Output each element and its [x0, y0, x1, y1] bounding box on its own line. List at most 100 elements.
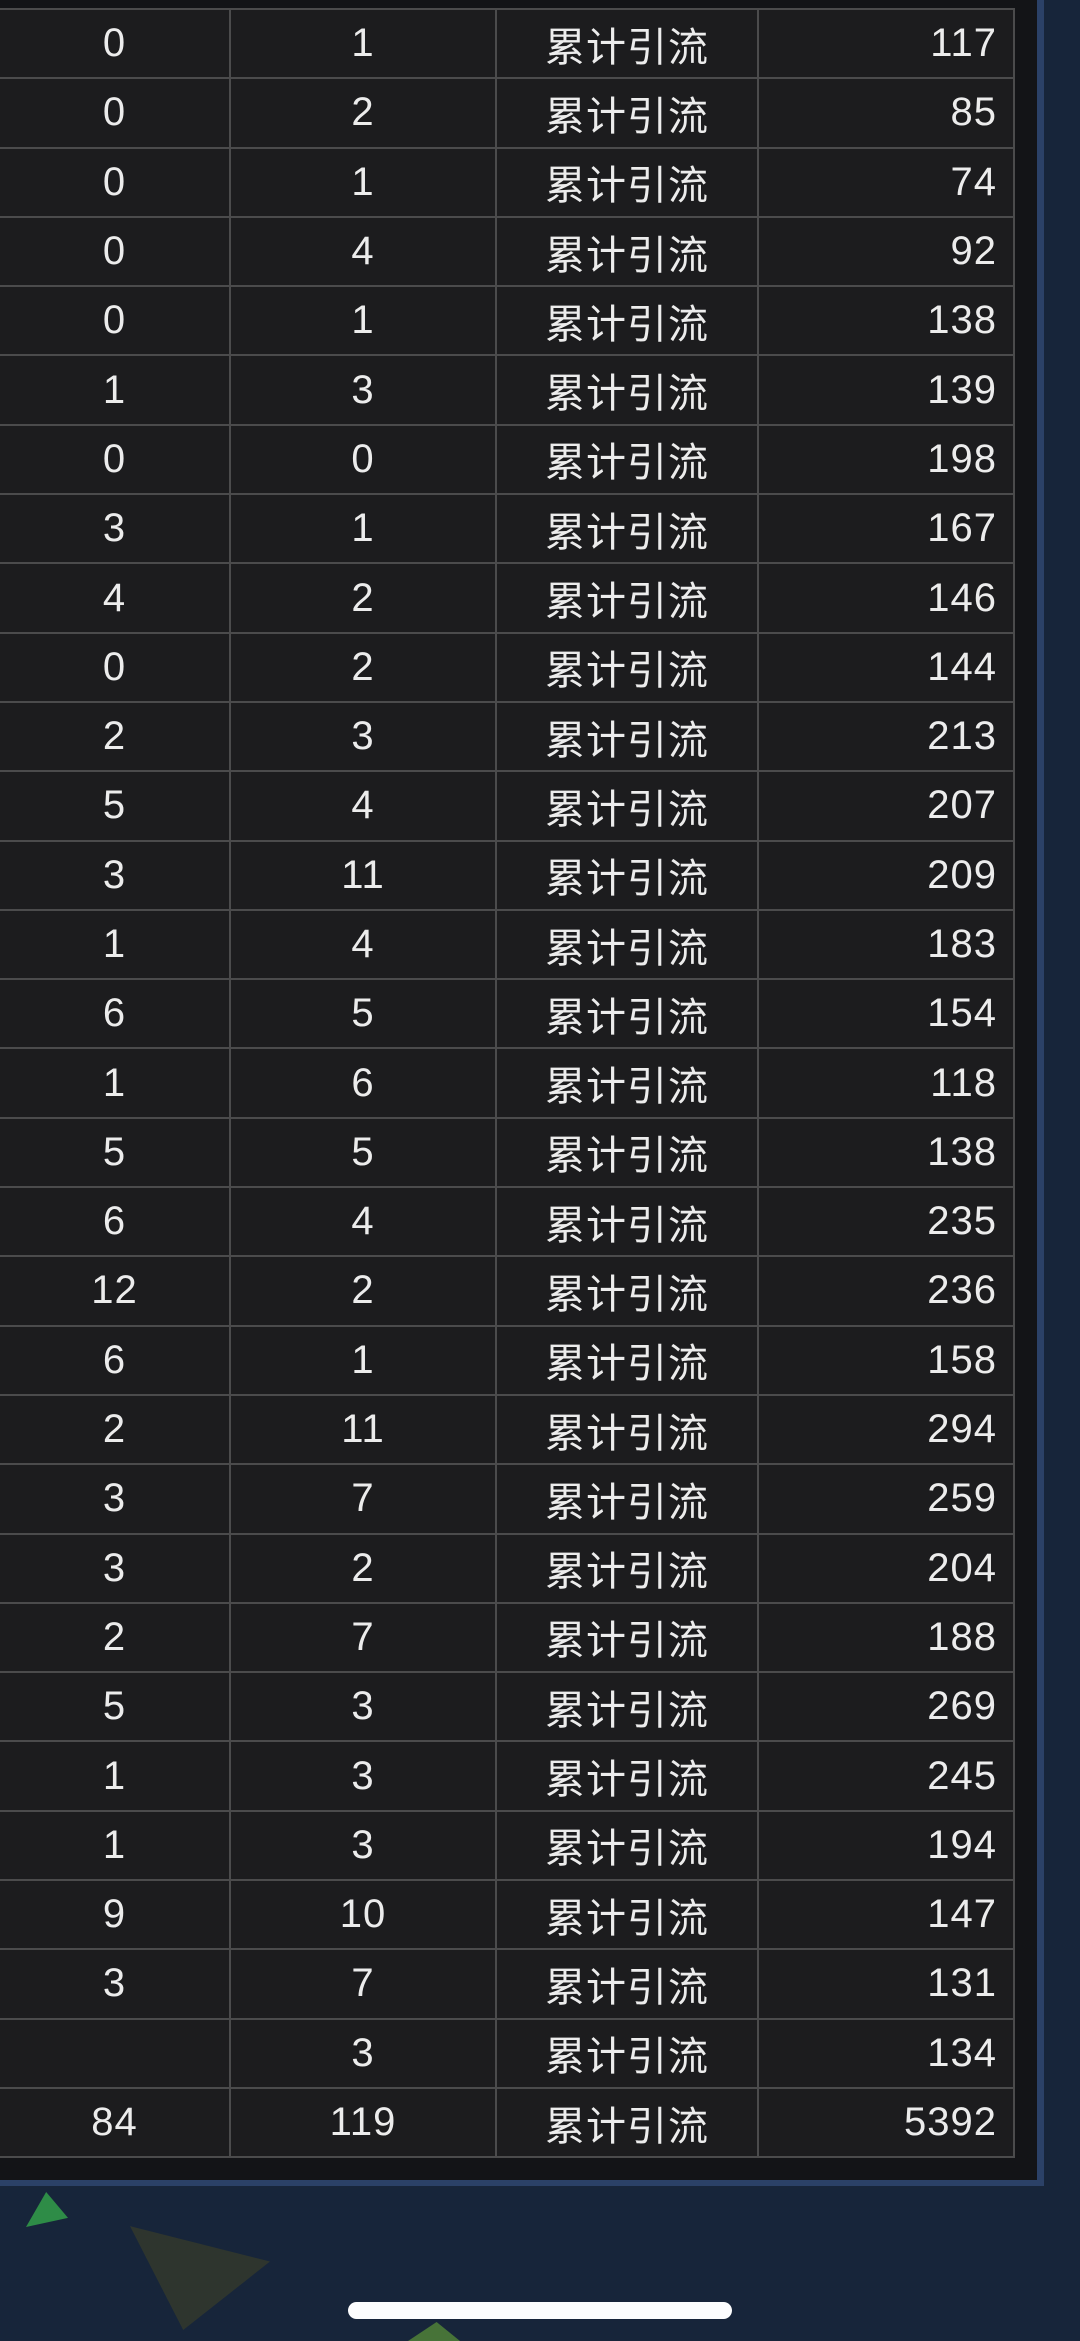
table-cell: 139 — [759, 356, 1013, 424]
table-cell: 3 — [231, 2019, 495, 2087]
table-cell: 3 — [0, 1950, 229, 2018]
table-cell: 245 — [759, 1742, 1013, 1810]
table-cell: 3 — [0, 1465, 229, 1533]
table-cell: 167 — [759, 495, 1013, 563]
table-cell: 3 — [231, 1811, 495, 1880]
table-cell: 85 — [759, 79, 1013, 147]
table-cell: 2 — [231, 1534, 495, 1602]
table-cell: 6 — [0, 1326, 229, 1394]
table-cell: 3 — [231, 356, 495, 424]
table-cell: 269 — [759, 1673, 1013, 1741]
table-cell: 9 — [0, 1881, 229, 1949]
traffic-table: 0 1 累计引流 117 0 2 累计引流 85 0 1 累计引流 74 0 4 累计引流 92 0 1 累计引流 1… — [0, 8, 1015, 2159]
table-cell: 1 — [0, 356, 229, 424]
table-cell: 0 — [0, 148, 229, 216]
table-cell: 累计引流 — [497, 495, 757, 563]
table-cell: 3 — [0, 495, 229, 563]
table-cell: 213 — [759, 702, 1013, 771]
table-cell: 183 — [759, 910, 1013, 979]
table-cell: 4 — [231, 910, 495, 979]
table-cell: 1 — [231, 10, 495, 78]
home-indicator[interactable] — [348, 2302, 732, 2319]
table-cell: 1 — [231, 1326, 495, 1394]
table-cell: 147 — [759, 1881, 1013, 1949]
table-cell: 4 — [231, 1188, 495, 1256]
table-cell: 236 — [759, 1257, 1013, 1325]
table-cell: 117 — [759, 10, 1013, 78]
table-cell: 154 — [759, 980, 1013, 1048]
table-cell: 累计引流 — [497, 702, 757, 771]
table-cell: 1 — [231, 287, 495, 355]
table-cell: 2 — [231, 633, 495, 701]
table-cell: 累计引流 — [497, 633, 757, 701]
table-cell: 7 — [231, 1603, 495, 1672]
table-cell: 138 — [759, 1118, 1013, 1187]
photo-background: 0 1 累计引流 117 0 2 累计引流 85 0 1 累计引流 74 0 4 累计引流 92 0 1 累计引流 1… — [0, 0, 1044, 2186]
table-cell: 4 — [0, 564, 229, 632]
table-cell: 累计引流 — [497, 1534, 757, 1602]
table-cell: 6 — [0, 1188, 229, 1256]
table-cell: 累计引流 — [497, 910, 757, 979]
table-cell: 累计引流 — [497, 772, 757, 840]
table-cell: 累计引流 — [497, 841, 757, 909]
table-cell: 2 — [231, 79, 495, 147]
table-cell: 158 — [759, 1326, 1013, 1394]
table-cell: 累计引流 — [497, 79, 757, 147]
table-cell: 累计引流 — [497, 148, 757, 216]
table-cell: 累计引流 — [497, 1118, 757, 1187]
table-cell: 累计引流 — [497, 425, 757, 494]
table-cell: 0 — [0, 287, 229, 355]
table-cell: 134 — [759, 2019, 1013, 2087]
table-cell: 0 — [0, 425, 229, 494]
table-cell: 1 — [0, 1811, 229, 1880]
table-cell: 235 — [759, 1188, 1013, 1256]
table-cell: 198 — [759, 425, 1013, 494]
table-cell: 5 — [0, 1673, 229, 1741]
table-cell: 累计引流 — [497, 2019, 757, 2087]
table-cell: 0 — [231, 425, 495, 494]
table-cell: 5 — [231, 1118, 495, 1187]
table-cell: 92 — [759, 217, 1013, 286]
table-cell: 0 — [0, 217, 229, 286]
table-cell: 138 — [759, 287, 1013, 355]
table-cell: 累计引流 — [497, 10, 757, 78]
table-cell: 1 — [0, 1742, 229, 1810]
table-cell: 11 — [231, 841, 495, 909]
table-cell: 累计引流 — [497, 1049, 757, 1117]
table-cell: 10 — [231, 1881, 495, 1949]
table-cell: 累计引流 — [497, 356, 757, 424]
table-cell: 3 — [0, 841, 229, 909]
table-cell: 259 — [759, 1465, 1013, 1533]
table-cell: 131 — [759, 1950, 1013, 2018]
table-cell: 119 — [231, 2088, 495, 2157]
table-cell: 累计引流 — [497, 2088, 757, 2157]
table-cell: 74 — [759, 148, 1013, 216]
table-cell: 294 — [759, 1395, 1013, 1464]
table-cell: 118 — [759, 1049, 1013, 1117]
table-cell: 146 — [759, 564, 1013, 632]
table-cell: 累计引流 — [497, 1188, 757, 1256]
table-cell: 累计引流 — [497, 1603, 757, 1672]
table-cell: 1 — [0, 910, 229, 979]
table-cell: 2 — [231, 1257, 495, 1325]
table-cell: 累计引流 — [497, 1742, 757, 1810]
table-cell: 3 — [231, 1742, 495, 1810]
table-cell: 204 — [759, 1534, 1013, 1602]
table-cell: 2 — [0, 702, 229, 771]
table-cell: 4 — [231, 217, 495, 286]
table-cell: 0 — [0, 79, 229, 147]
table-cell: 11 — [231, 1395, 495, 1464]
table-cell: 5 — [0, 772, 229, 840]
table-cell: 1 — [231, 495, 495, 563]
table-cell: 6 — [231, 1049, 495, 1117]
table-cell: 累计引流 — [497, 1257, 757, 1325]
table-cell: 累计引流 — [497, 1465, 757, 1533]
table-cell: 2 — [231, 564, 495, 632]
table-cell: 累计引流 — [497, 217, 757, 286]
table-cell: 7 — [231, 1465, 495, 1533]
table-cell: 1 — [0, 1049, 229, 1117]
table-cell: 2 — [0, 1395, 229, 1464]
table-cell: 3 — [0, 1534, 229, 1602]
table-cell: 1 — [231, 148, 495, 216]
table-cell: 累计引流 — [497, 980, 757, 1048]
